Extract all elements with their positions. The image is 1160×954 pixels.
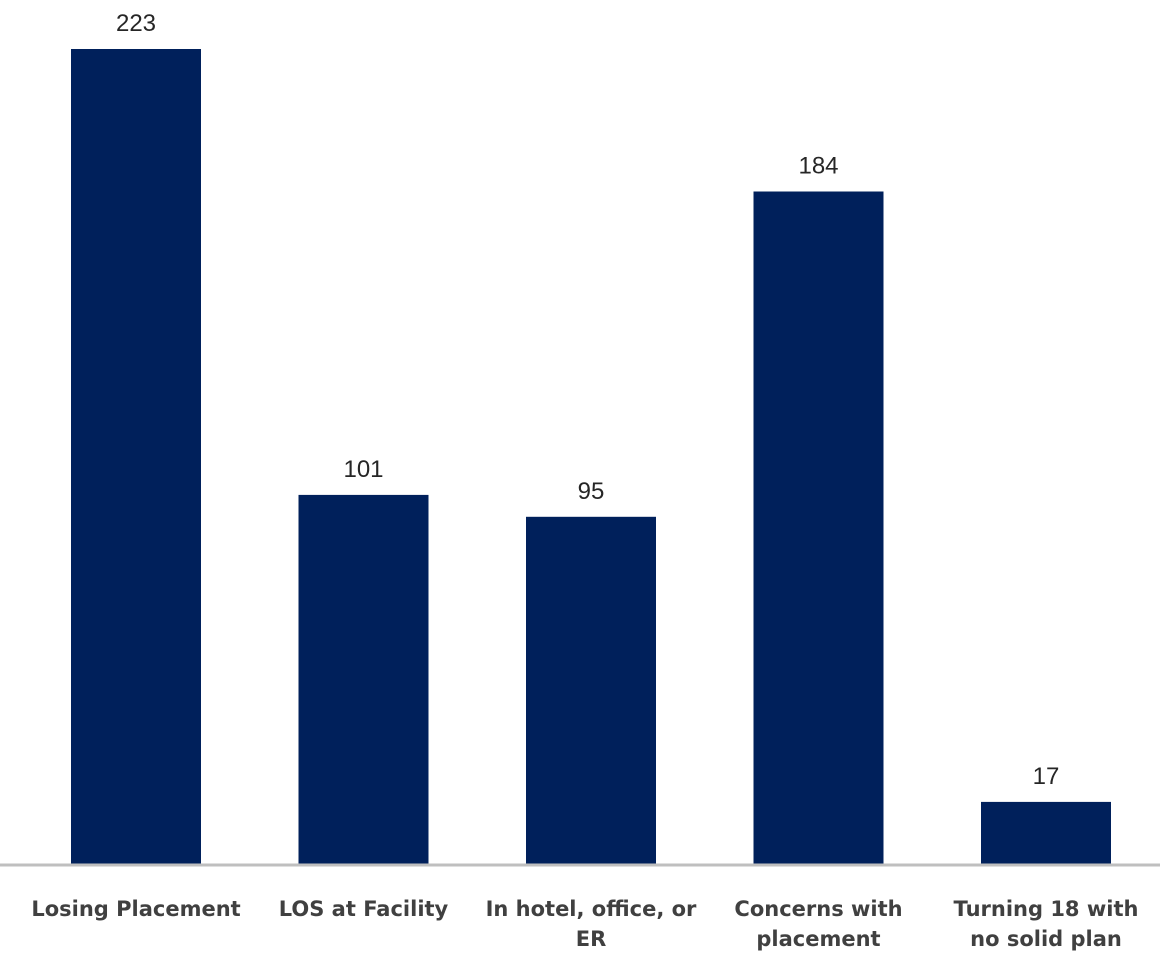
category-label-0: Losing Placement bbox=[31, 897, 240, 921]
bars-group bbox=[71, 49, 1111, 864]
data-label-0: 223 bbox=[116, 10, 156, 37]
category-labels-group: Losing Placement LOS at Facility In hotel,… bbox=[31, 897, 1138, 951]
category-label-1: LOS at Facility bbox=[279, 897, 449, 921]
category-label-4: Turning 18 with no solid plan bbox=[954, 897, 1139, 951]
bar-3 bbox=[753, 191, 884, 864]
category-label-2: In hotel, office, or ER bbox=[486, 897, 697, 951]
category-label-0-line-0: Losing Placement bbox=[31, 897, 240, 921]
category-label-4-line-0: Turning 18 with bbox=[954, 897, 1139, 921]
bar-4 bbox=[981, 801, 1111, 864]
bar-1 bbox=[298, 494, 429, 864]
bar-2 bbox=[526, 516, 656, 864]
category-label-1-line-0: LOS at Facility bbox=[279, 897, 449, 921]
data-labels-group: 223 101 95 184 17 bbox=[116, 10, 1059, 790]
bar-0 bbox=[71, 49, 201, 864]
category-label-3-line-0: Concerns with bbox=[734, 897, 902, 921]
category-label-2-line-1: ER bbox=[576, 927, 607, 951]
data-label-2: 95 bbox=[578, 478, 605, 505]
category-label-3-line-1: placement bbox=[756, 927, 880, 951]
data-label-3: 184 bbox=[798, 153, 838, 180]
category-label-4-line-1: no solid plan bbox=[970, 927, 1122, 951]
data-label-1: 101 bbox=[343, 456, 383, 483]
category-label-3: Concerns with placement bbox=[734, 897, 902, 951]
data-label-4: 17 bbox=[1033, 763, 1060, 790]
category-label-2-line-0: In hotel, office, or bbox=[486, 897, 697, 921]
